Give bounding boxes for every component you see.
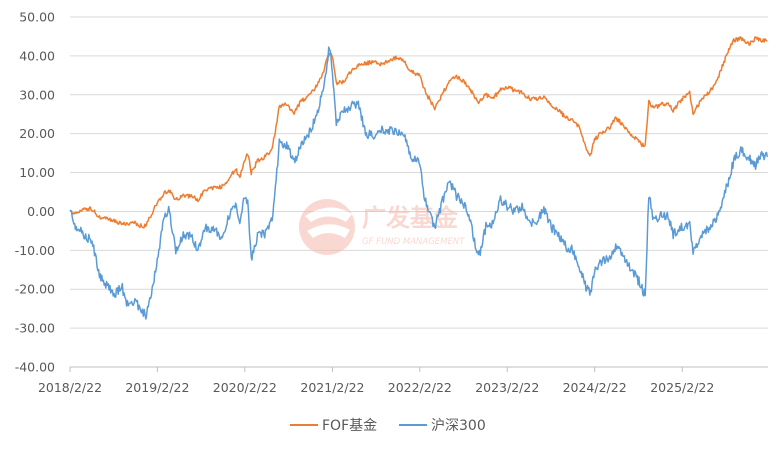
y-tick-label: -40.00 — [15, 360, 55, 375]
x-tick-label: 2022/2/22 — [388, 380, 452, 395]
x-tick-label: 2021/2/22 — [300, 380, 364, 395]
y-tick-label: 20.00 — [19, 126, 55, 141]
x-tick-label: 2023/2/22 — [475, 380, 539, 395]
y-axis-tick-labels: 50.00 40.00 30.00 20.00 10.00 0.00 -10.00 -20.0… — [15, 10, 55, 375]
y-tick-label: 40.00 — [19, 48, 55, 63]
y-tick-label: -20.00 — [15, 282, 55, 297]
y-tick-label: 0.00 — [27, 204, 55, 219]
brand-watermark: 广发基金 GF FUND MANAGEMENT — [299, 199, 465, 255]
watermark-logo-icon — [299, 199, 355, 255]
series-line-fof — [69, 36, 768, 229]
y-tick-label: -30.00 — [15, 321, 55, 336]
series-layer — [69, 36, 769, 320]
series-line-hs300 — [69, 46, 769, 320]
y-tick-label: 10.00 — [19, 165, 55, 180]
x-axis — [69, 366, 768, 372]
watermark-name-en: GF FUND MANAGEMENT — [362, 237, 465, 247]
watermark-name-cn: 广发基金 — [362, 204, 459, 232]
x-tick-label: 2025/2/22 — [650, 380, 714, 395]
x-tick-label: 2020/2/22 — [213, 380, 277, 395]
legend-label: FOF基金 — [322, 417, 377, 434]
x-axis-tick-labels: 2018/2/22 2019/2/22 2020/2/22 2021/2/22 2022… — [38, 380, 714, 395]
x-tick-label: 2019/2/22 — [125, 380, 189, 395]
x-tick-label: 2018/2/22 — [38, 380, 102, 395]
legend-label: 沪深300 — [431, 418, 486, 434]
horizontal-gridlines — [70, 16, 768, 329]
legend: FOF基金 沪深300 — [290, 417, 486, 434]
x-tick-label: 2024/2/22 — [563, 380, 627, 395]
y-tick-label: -10.00 — [15, 243, 55, 258]
y-tick-label: 50.00 — [19, 10, 55, 25]
y-tick-label: 30.00 — [19, 87, 55, 102]
